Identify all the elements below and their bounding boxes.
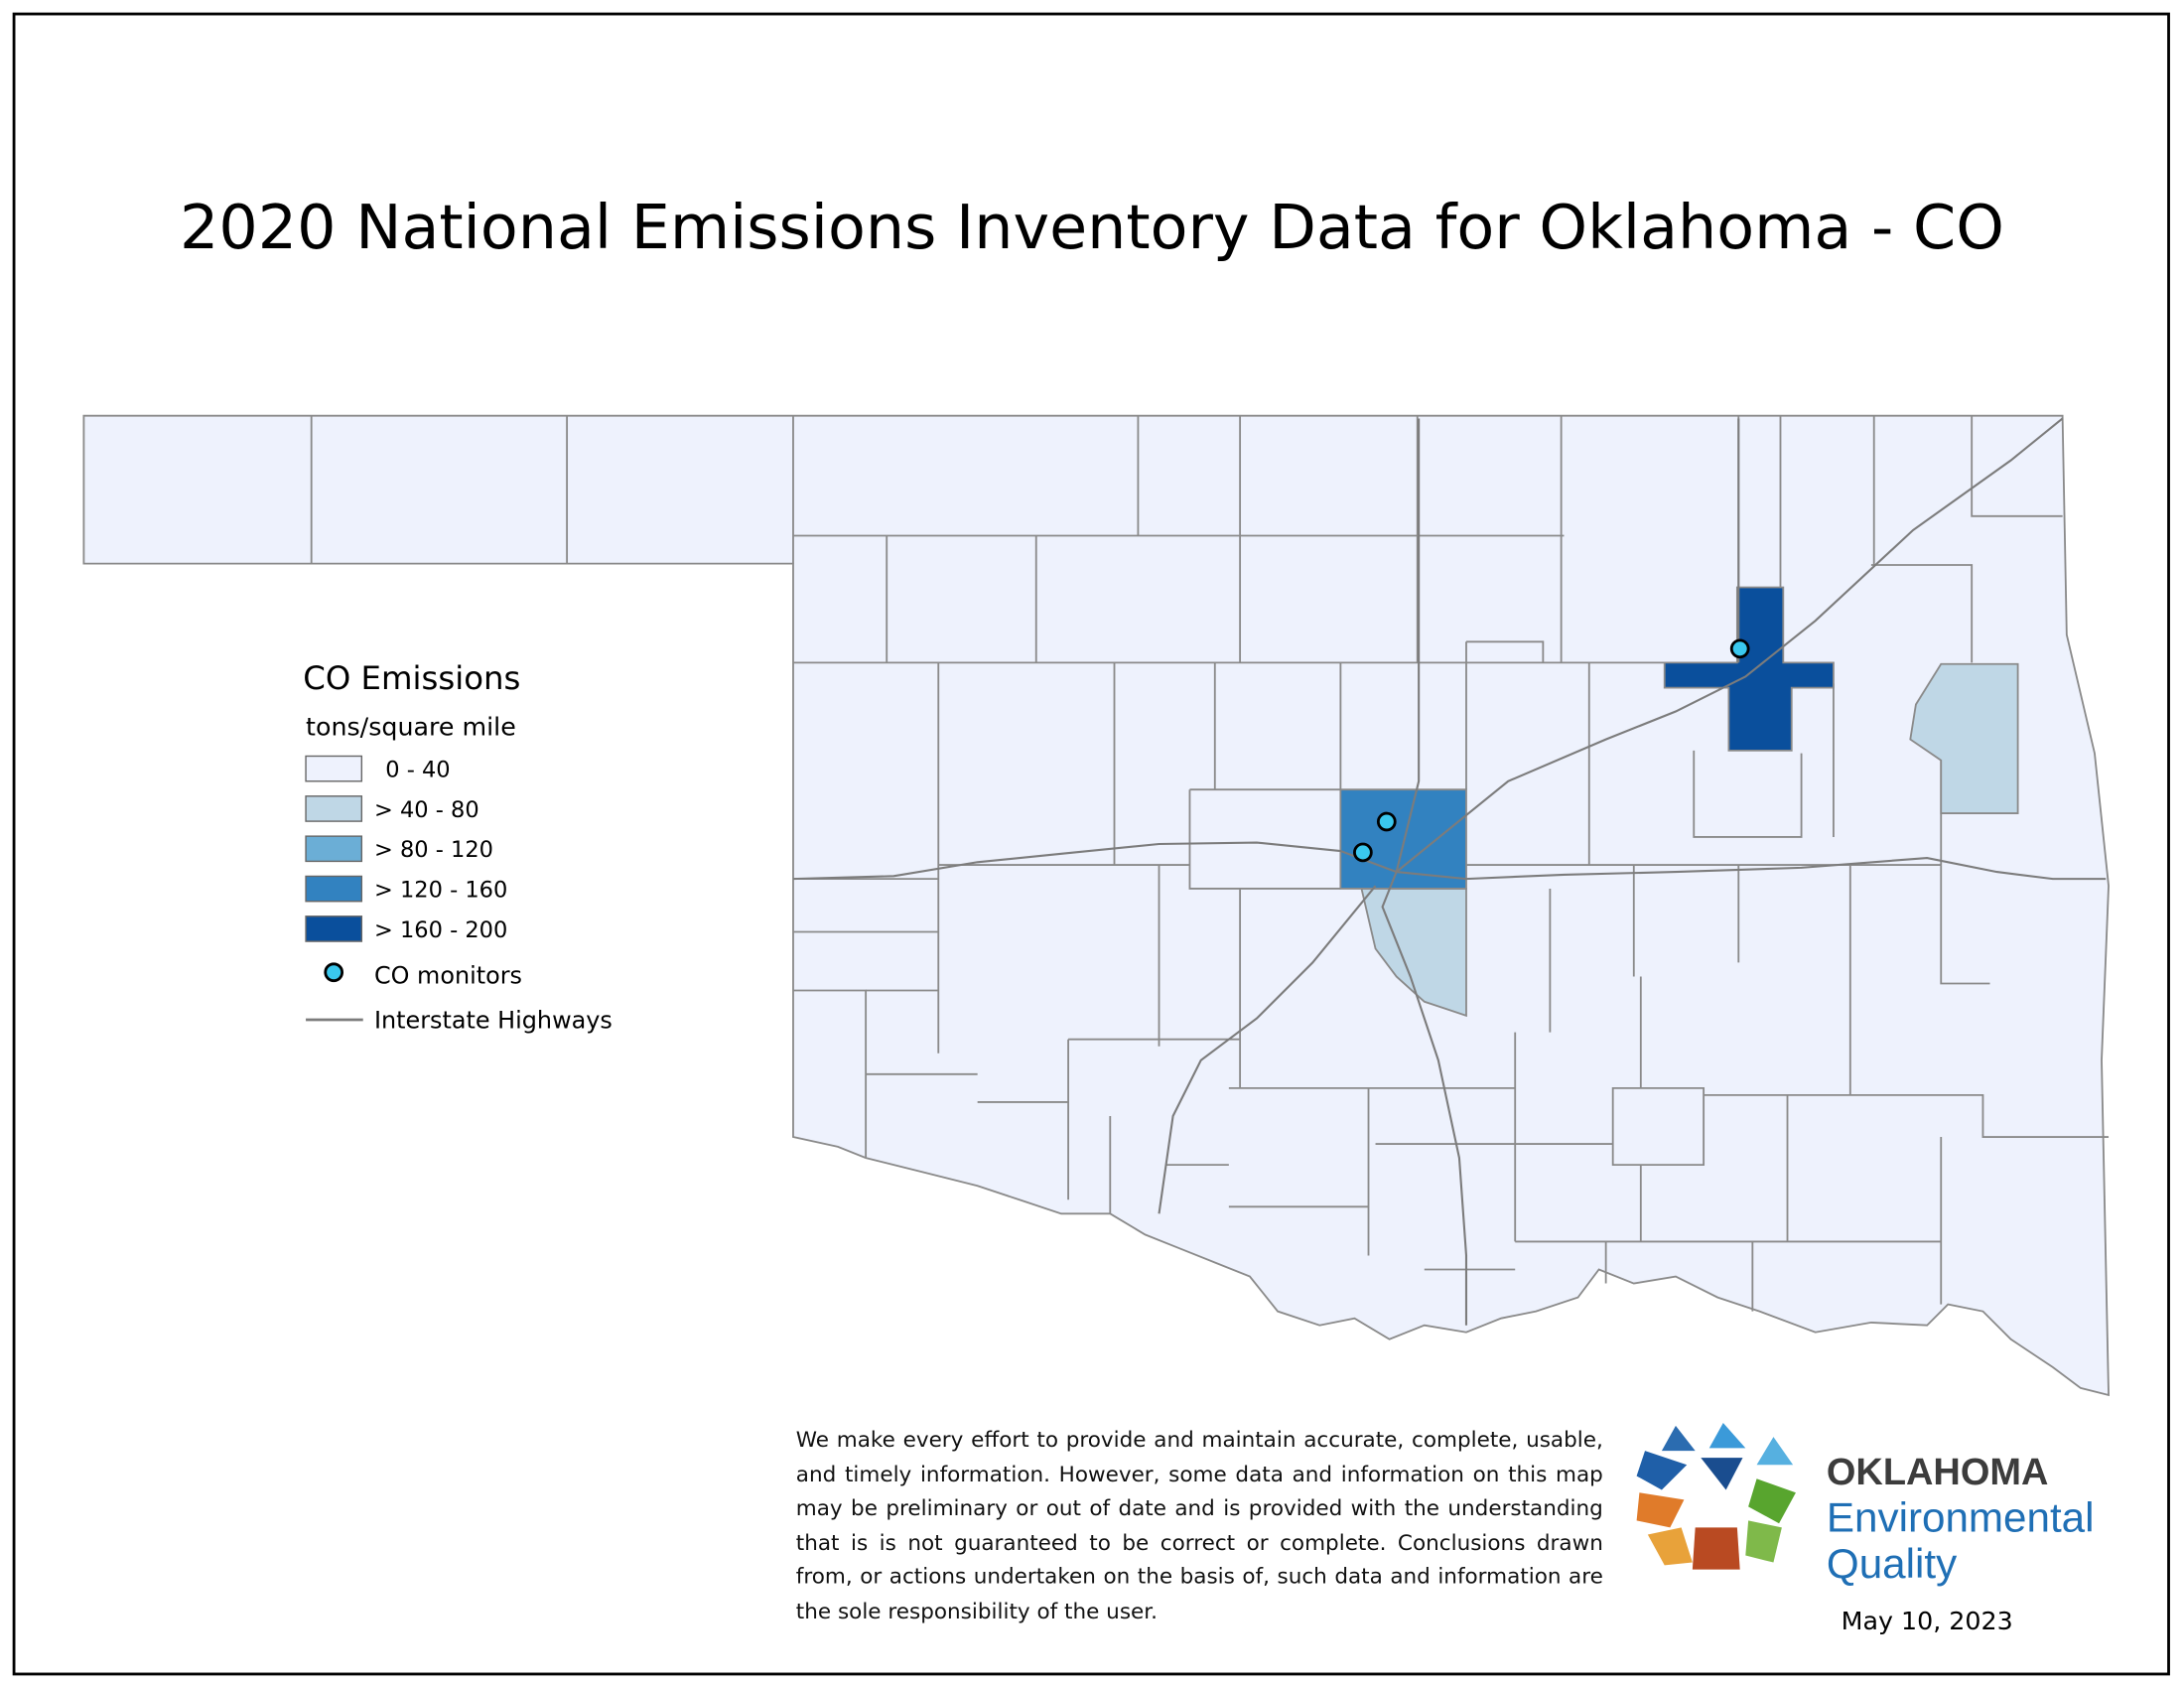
disclaimer: We make every effort to provide and main… — [795, 1427, 1603, 1623]
legend-swatch — [305, 795, 363, 822]
monitor — [1376, 811, 1397, 832]
map-title: 2020 National Emissions Inventory Data f… — [180, 192, 2004, 263]
logo-line1: OKLAHOMA — [1827, 1452, 2049, 1493]
logo-mark — [1636, 1423, 1796, 1570]
legend-title: CO Emissions — [303, 659, 520, 697]
legend-monitors: CO monitors — [374, 962, 522, 990]
logo-line2: Environmental — [1827, 1494, 2095, 1541]
legend-swatch — [305, 915, 363, 942]
legend-label: > 120 - 160 — [374, 878, 507, 904]
county-lines — [310, 415, 2110, 1312]
legend-subtitle: tons/square mile — [306, 712, 516, 741]
co-monitors — [1353, 638, 1750, 863]
legend-label: > 40 - 80 — [374, 797, 479, 823]
legend-swatch — [305, 875, 363, 903]
county-tulsa — [1663, 586, 1835, 752]
legend-monitor-symbol — [324, 962, 344, 983]
legend-label: > 160 - 200 — [374, 917, 507, 943]
legend-swatch — [305, 835, 363, 863]
state-outline — [82, 414, 2110, 1397]
interstate-highways — [792, 417, 2107, 1326]
legend: CO Emissions tons/square mile 0 - 40 > 40… — [303, 659, 613, 1034]
logo-line3: Quality — [1827, 1540, 1957, 1587]
county-oklahoma — [1339, 788, 1467, 890]
legend-highways: Interstate Highways — [374, 1006, 613, 1034]
county-mayes — [1909, 662, 2019, 815]
legend-label: > 80 - 120 — [374, 837, 493, 863]
disclaimer-box: We make every effort to provide and main… — [795, 1427, 1603, 1623]
monitor — [1353, 842, 1373, 863]
legend-swatch — [305, 755, 363, 782]
legend-label: 0 - 40 — [385, 758, 450, 783]
monitor — [1729, 638, 1750, 659]
date: May 10, 2023 — [1842, 1607, 2013, 1635]
